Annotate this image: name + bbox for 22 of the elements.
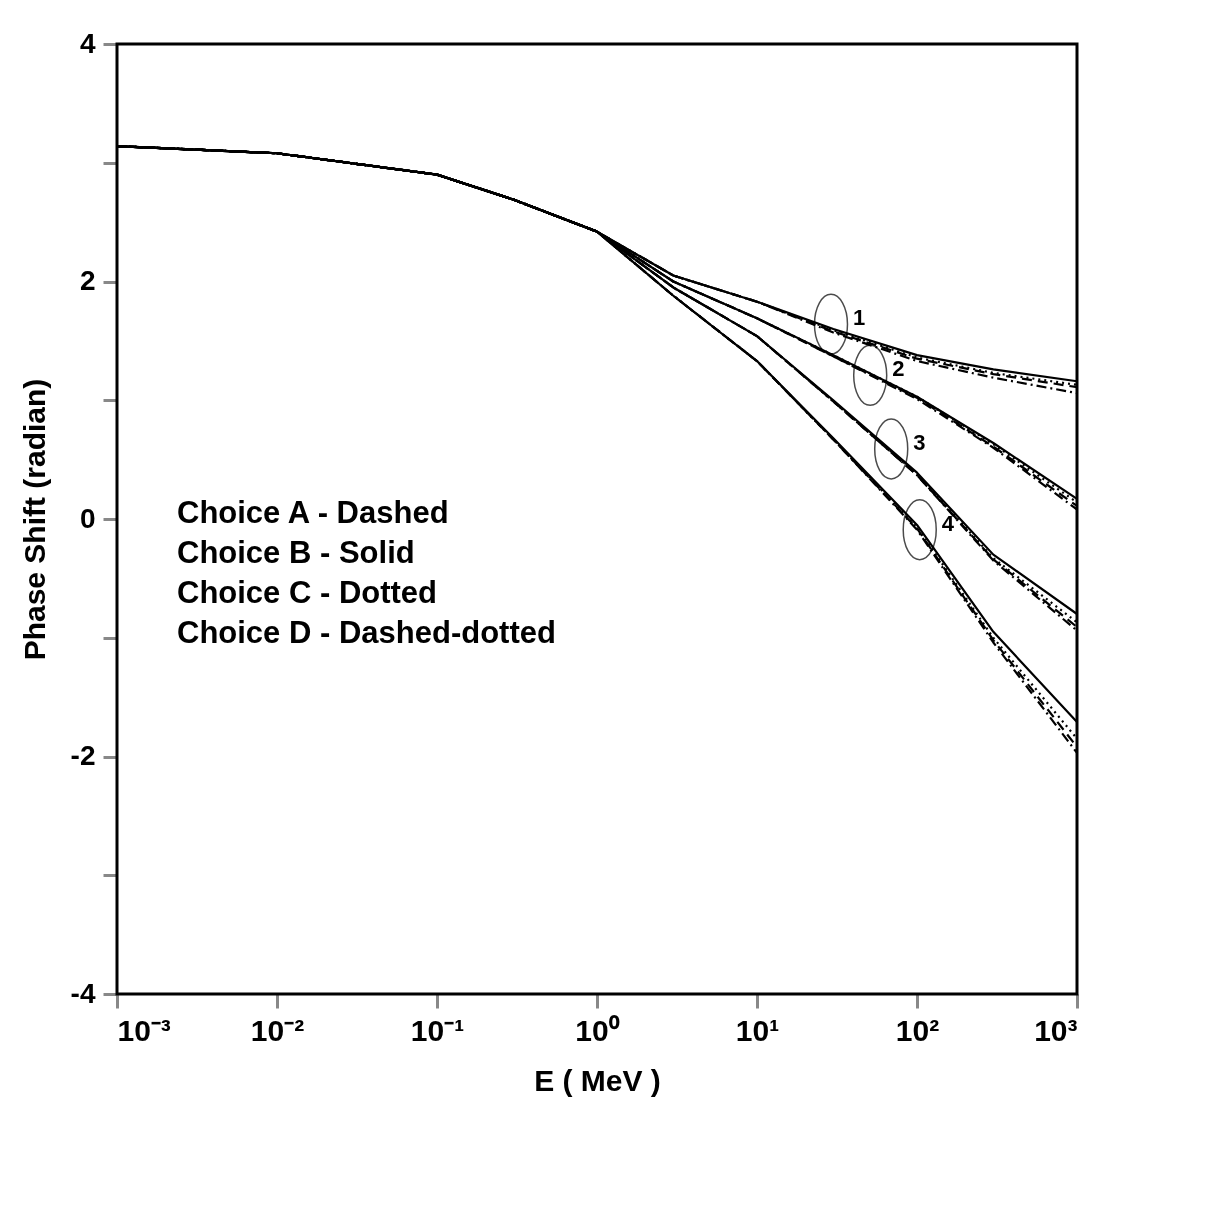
y-tick-label: 2 bbox=[79, 265, 96, 296]
y-tick-label: -2 bbox=[70, 740, 96, 771]
x-tick-label: 10⁰ bbox=[575, 1013, 620, 1047]
x-tick-label: 10¹ bbox=[735, 1013, 780, 1047]
x-axis-title: E ( MeV ) bbox=[534, 1063, 661, 1097]
annotation: Choice B - Solid bbox=[177, 535, 415, 571]
x-tick-label: 10⁻³ bbox=[117, 1013, 171, 1047]
annotation: Choice C - Dotted bbox=[177, 575, 438, 611]
x-tick-label: 10⁻¹ bbox=[410, 1013, 465, 1047]
annotation: 3 bbox=[913, 429, 926, 455]
y-tick-label: 4 bbox=[79, 27, 96, 59]
annotation: 1 bbox=[852, 305, 866, 331]
x-tick-label: 10³ bbox=[1034, 1013, 1078, 1047]
annotation: Choice A - Dashed bbox=[177, 495, 449, 531]
x-tick-label: 10² bbox=[895, 1013, 940, 1047]
annotation: 2 bbox=[892, 356, 905, 382]
y-axis-title: Phase Shift (radian) bbox=[17, 378, 51, 661]
annotation: Choice D - Dashed-dotted bbox=[177, 615, 556, 651]
annotation: 4 bbox=[941, 510, 955, 536]
x-tick-label: 10⁻² bbox=[250, 1013, 305, 1047]
y-tick-label: 0 bbox=[79, 502, 96, 534]
y-tick-label: -4 bbox=[70, 977, 96, 1009]
